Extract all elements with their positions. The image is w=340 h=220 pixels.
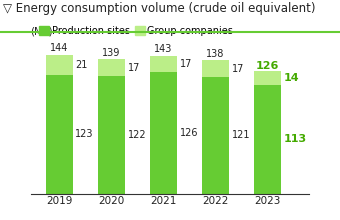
Bar: [202, 77, 229, 194]
Text: 121: 121: [232, 130, 250, 140]
Text: 14: 14: [284, 73, 300, 83]
Bar: [46, 55, 73, 75]
Bar: [46, 75, 73, 194]
Bar: [98, 76, 125, 194]
Text: 17: 17: [180, 59, 192, 69]
Text: 144: 144: [50, 43, 68, 53]
Bar: [254, 84, 281, 194]
Text: 126: 126: [256, 61, 279, 71]
Text: 143: 143: [154, 44, 173, 54]
Text: (ML): (ML): [31, 27, 53, 37]
Text: 122: 122: [128, 130, 146, 140]
Text: 17: 17: [232, 64, 244, 74]
Text: 21: 21: [75, 60, 88, 70]
Bar: [202, 61, 229, 77]
Text: 17: 17: [128, 63, 140, 73]
Text: 126: 126: [180, 128, 198, 138]
Bar: [98, 59, 125, 76]
Text: 123: 123: [75, 129, 94, 139]
Text: 113: 113: [284, 134, 307, 144]
Text: ▽ Energy consumption volume (crude oil equivalent): ▽ Energy consumption volume (crude oil e…: [3, 2, 316, 15]
Bar: [254, 71, 281, 84]
Text: 139: 139: [102, 48, 121, 58]
Legend: Production sites, Group companies: Production sites, Group companies: [35, 22, 237, 40]
Text: 138: 138: [206, 49, 225, 59]
Bar: [150, 72, 177, 194]
Bar: [150, 56, 177, 72]
